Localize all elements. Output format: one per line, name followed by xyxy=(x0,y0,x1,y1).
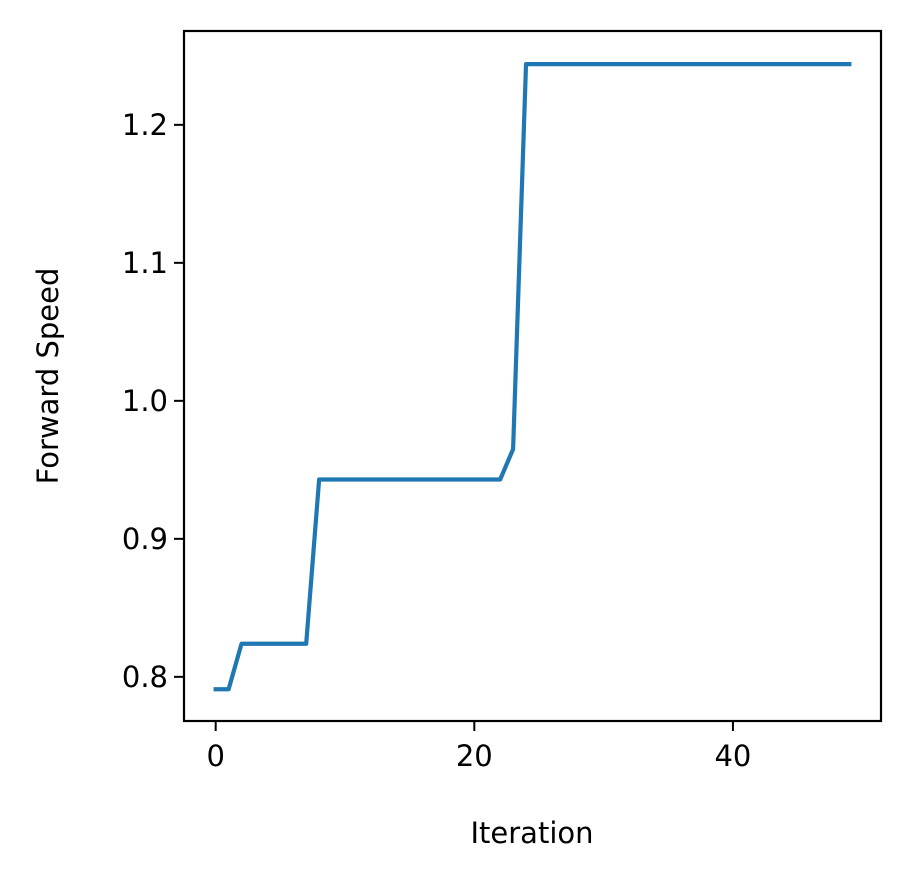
plot-area xyxy=(213,62,852,692)
y-tick-label: 1.1 xyxy=(122,246,168,280)
y-axis-label: Forward Speed xyxy=(31,268,65,485)
y-tick-label: 0.9 xyxy=(122,522,168,556)
x-axis-label: Iteration xyxy=(470,816,593,850)
x-axis-ticks: 0 20 40 xyxy=(206,721,751,773)
axes-frame xyxy=(182,29,883,723)
y-axis-ticks: 0.8 0.9 1.0 1.1 1.2 xyxy=(122,108,184,694)
y-tick-label: 0.8 xyxy=(122,660,168,694)
series-line-0 xyxy=(213,62,852,692)
x-tick-label: 0 xyxy=(206,739,224,773)
x-tick-label: 40 xyxy=(714,739,751,773)
y-tick-label: 1.0 xyxy=(122,384,168,418)
y-tick-label: 1.2 xyxy=(122,108,168,142)
x-tick-label: 20 xyxy=(456,739,493,773)
